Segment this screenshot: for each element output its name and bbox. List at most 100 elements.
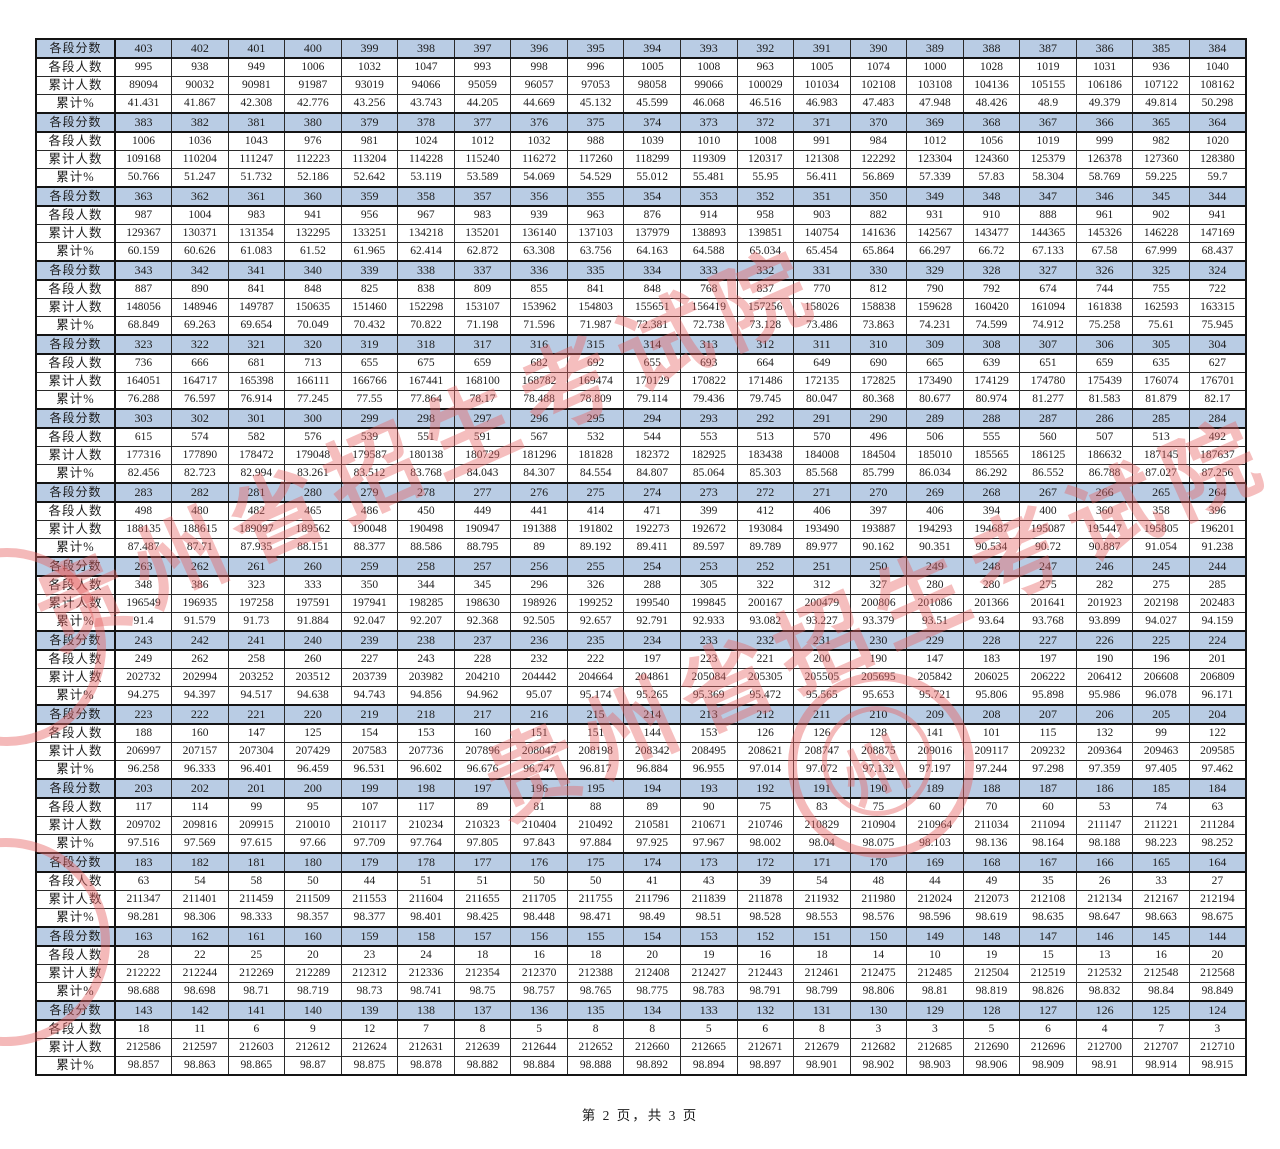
score-cell: 396 [510, 38, 568, 59]
cumulative-percent-row: 累计% 41.431 41.867 42.308 42.776 43.256 43.743 4… [35, 94, 1247, 114]
score-cell: 178 [397, 852, 455, 873]
value-cell: 142567 [906, 224, 964, 243]
value-cell: 326 [566, 575, 625, 595]
score-cell: 228 [962, 630, 1021, 651]
score-cell: 374 [623, 112, 681, 133]
score-cell: 222 [171, 704, 229, 725]
score-cell: 130 [849, 1000, 908, 1021]
value-cell: 941 [284, 205, 342, 225]
value-cell: 211932 [793, 890, 851, 909]
value-cell: 41.867 [171, 94, 229, 114]
value-cell: 86.292 [962, 464, 1021, 484]
score-cell: 379 [340, 112, 399, 133]
value-cell: 792 [962, 279, 1021, 299]
value-cell: 322 [736, 575, 795, 595]
row-label: 累计% [35, 908, 116, 928]
value-cell: 212388 [566, 964, 625, 983]
value-cell: 60.159 [114, 242, 173, 262]
row-label: 各段分数 [35, 186, 116, 207]
value-cell: 211221 [1132, 816, 1190, 835]
value-cell: 82.17 [1188, 390, 1247, 410]
value-cell: 211459 [227, 890, 286, 909]
row-label: 累计% [35, 538, 116, 558]
value-cell: 209117 [962, 742, 1021, 761]
value-cell: 205695 [849, 668, 908, 687]
score-cell: 382 [171, 112, 229, 133]
value-cell: 659 [453, 353, 512, 373]
value-cell: 74.231 [906, 316, 964, 336]
value-cell: 39 [736, 871, 795, 891]
score-cell: 128 [962, 1000, 1021, 1021]
value-cell: 96.078 [1132, 686, 1190, 706]
value-cell: 208495 [679, 742, 738, 761]
row-label: 各段人数 [35, 797, 116, 817]
row-label: 各段人数 [35, 575, 116, 595]
value-cell: 848 [623, 279, 681, 299]
value-cell: 77.864 [397, 390, 455, 410]
score-cell: 216 [510, 704, 568, 725]
value-cell: 67.58 [1075, 242, 1134, 262]
value-cell: 90.162 [849, 538, 908, 558]
score-cell: 328 [962, 260, 1021, 281]
value-cell: 98.51 [679, 908, 738, 928]
score-cell: 327 [1019, 260, 1077, 281]
value-cell: 194687 [962, 520, 1021, 539]
value-cell: 211980 [849, 890, 908, 909]
value-cell: 209702 [114, 816, 173, 835]
value-cell: 70.822 [397, 316, 455, 336]
value-cell: 179048 [284, 446, 342, 465]
value-cell: 79.114 [623, 390, 681, 410]
value-cell: 94.027 [1132, 612, 1190, 632]
score-cell: 377 [453, 112, 512, 133]
row-label: 各段人数 [35, 945, 116, 965]
value-cell: 98.909 [1019, 1056, 1077, 1076]
value-cell: 126 [793, 723, 851, 743]
value-cell: 1043 [227, 131, 286, 151]
score-cell: 304 [1188, 334, 1247, 355]
value-cell: 95.472 [736, 686, 795, 706]
value-cell: 180138 [397, 446, 455, 465]
score-header-row: 各段分数 323 322 321 320 319 318 317 316 315 314 313 312… [35, 334, 1247, 355]
value-cell: 109168 [114, 150, 173, 169]
score-cell: 174 [623, 852, 681, 873]
value-cell: 63.308 [510, 242, 568, 262]
value-cell: 1010 [679, 131, 738, 151]
value-cell: 163315 [1188, 298, 1247, 317]
score-cell: 303 [114, 408, 173, 429]
value-cell: 26 [1075, 871, 1134, 891]
score-cell: 260 [284, 556, 342, 577]
value-cell: 128380 [1188, 150, 1247, 169]
score-cell: 306 [1075, 334, 1134, 355]
score-cell: 167 [1019, 852, 1077, 873]
value-cell: 211655 [453, 890, 512, 909]
value-cell: 513 [1132, 427, 1190, 447]
cumulative-percent-row: 累计% 60.159 60.626 61.083 61.52 61.965 62.414 62… [35, 242, 1247, 262]
value-cell: 98.757 [510, 982, 568, 1002]
value-cell: 95.898 [1019, 686, 1077, 706]
value-cell: 212485 [906, 964, 964, 983]
value-cell: 97.569 [171, 834, 229, 854]
value-cell: 582 [227, 427, 286, 447]
value-cell: 83.261 [284, 464, 342, 484]
value-cell: 55.95 [736, 168, 795, 188]
score-cell: 250 [849, 556, 908, 577]
score-cell: 258 [397, 556, 455, 577]
value-cell: 983 [227, 205, 286, 225]
value-cell: 191802 [566, 520, 625, 539]
score-cell: 217 [453, 704, 512, 725]
value-cell: 190498 [397, 520, 455, 539]
value-cell: 54 [171, 871, 229, 891]
value-cell: 93.082 [736, 612, 795, 632]
value-cell: 206025 [962, 668, 1021, 687]
score-cell: 368 [962, 112, 1021, 133]
value-cell: 67.133 [1019, 242, 1077, 262]
score-header-row: 各段分数 263 262 261 260 259 258 257 256 255 254 253 252… [35, 556, 1247, 577]
value-cell: 212700 [1075, 1038, 1134, 1057]
value-cell: 450 [397, 501, 455, 521]
score-cell: 332 [736, 260, 795, 281]
value-cell: 119309 [679, 150, 738, 169]
score-cell: 264 [1188, 482, 1247, 503]
score-header-row: 各段分数 383 382 381 380 379 378 377 376 375 374 373 372… [35, 112, 1247, 133]
value-cell: 106186 [1075, 76, 1134, 95]
cumulative-count-row: 累计人数 188135 188615 189097 189562 190048 190498… [35, 520, 1247, 539]
